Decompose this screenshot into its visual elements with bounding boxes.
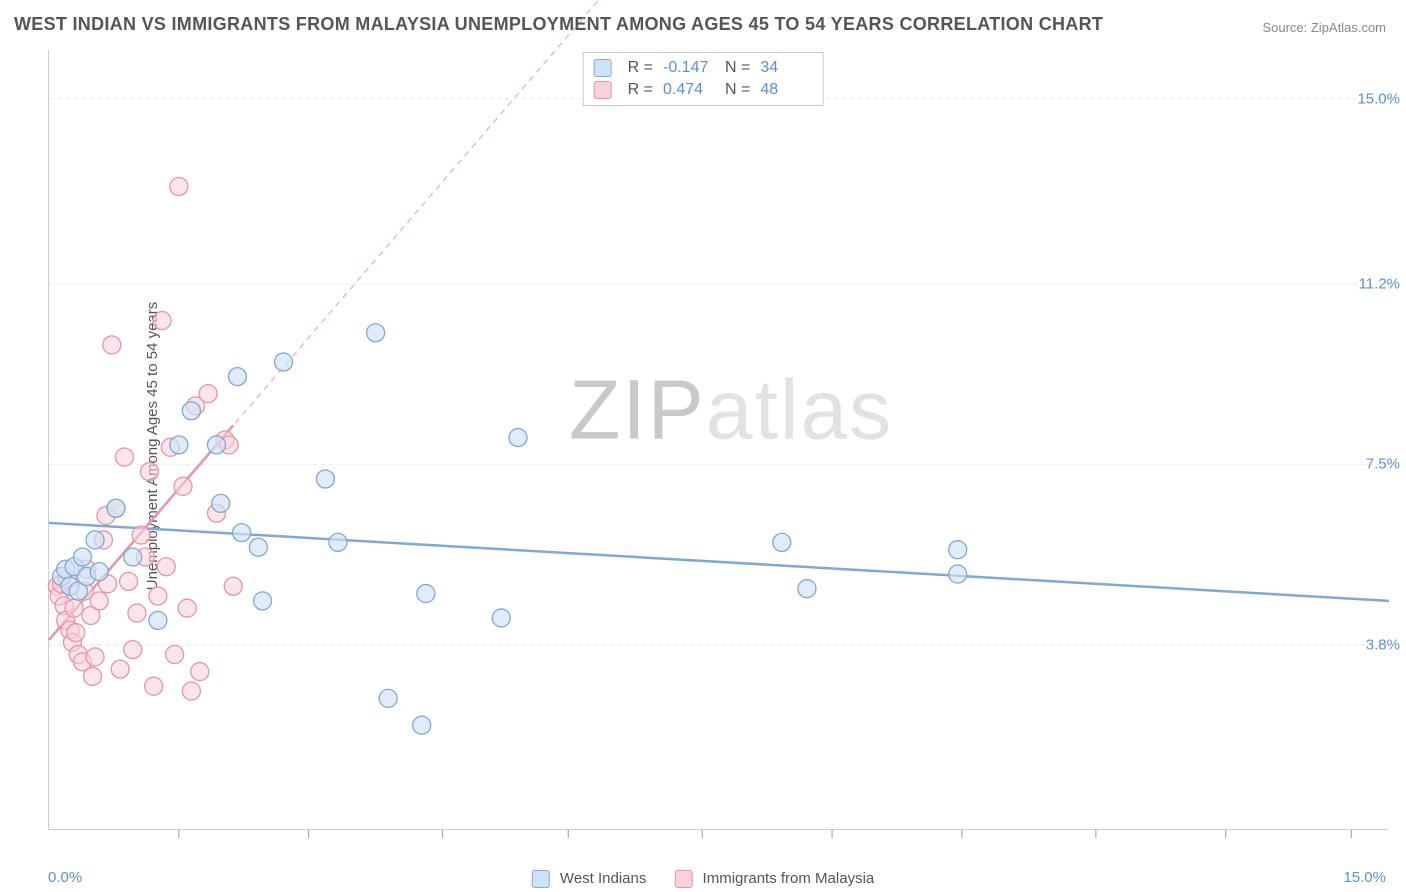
stat-r-value: -0.147 — [663, 59, 715, 77]
swatch-icon — [532, 870, 550, 888]
stat-r-label: R = — [628, 81, 653, 99]
legend-label: Immigrants from Malaysia — [703, 870, 875, 887]
x-axis-min-label: 0.0% — [48, 869, 82, 886]
chart-title: WEST INDIAN VS IMMIGRANTS FROM MALAYSIA … — [14, 14, 1103, 35]
stats-row: R = -0.147 N = 34 — [594, 57, 813, 79]
stat-n-value: 34 — [760, 59, 812, 77]
stat-n-label: N = — [725, 81, 750, 99]
source-attribution: Source: ZipAtlas.com — [1262, 20, 1386, 35]
stats-legend-box: R = -0.147 N = 34 R = 0.474 N = 48 — [583, 52, 824, 106]
y-tick-label: 11.2% — [1359, 276, 1400, 293]
legend-item: West Indians — [532, 870, 647, 888]
stats-row: R = 0.474 N = 48 — [594, 79, 813, 101]
swatch-icon — [674, 870, 692, 888]
plot-area — [48, 50, 1388, 830]
legend-label: West Indians — [560, 870, 646, 887]
legend-item: Immigrants from Malaysia — [674, 870, 874, 888]
scatter-chart — [49, 50, 1389, 830]
stat-n-value: 48 — [760, 81, 812, 99]
swatch-icon — [594, 59, 612, 77]
stat-r-value: 0.474 — [663, 81, 715, 99]
y-tick-label: 7.5% — [1366, 456, 1400, 473]
y-tick-label: 15.0% — [1357, 90, 1400, 107]
y-tick-label: 3.8% — [1366, 636, 1400, 653]
bottom-legend: West Indians Immigrants from Malaysia — [532, 870, 874, 888]
stat-r-label: R = — [628, 59, 653, 77]
stat-n-label: N = — [725, 59, 750, 77]
swatch-icon — [594, 81, 612, 99]
x-axis-max-label: 15.0% — [1343, 869, 1386, 886]
